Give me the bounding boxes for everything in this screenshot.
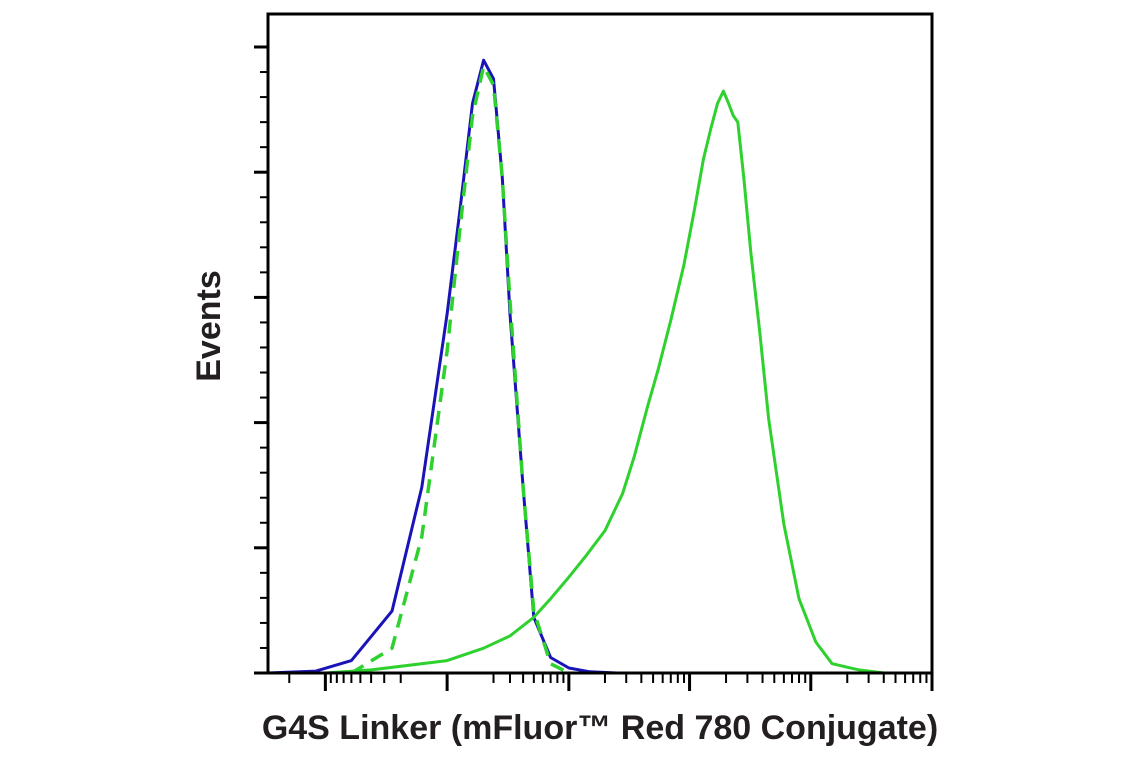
y-axis-label: Events — [190, 270, 228, 382]
x-axis-label: G4S Linker (mFluor™ Red 780 Conjugate) — [262, 709, 938, 747]
series-line-3 — [268, 89, 932, 675]
axis-ticks — [254, 45, 934, 691]
series-line-2 — [350, 64, 570, 675]
series-line-1 — [267, 58, 932, 675]
plot-frame — [266, 12, 934, 675]
plot-area — [267, 58, 932, 675]
